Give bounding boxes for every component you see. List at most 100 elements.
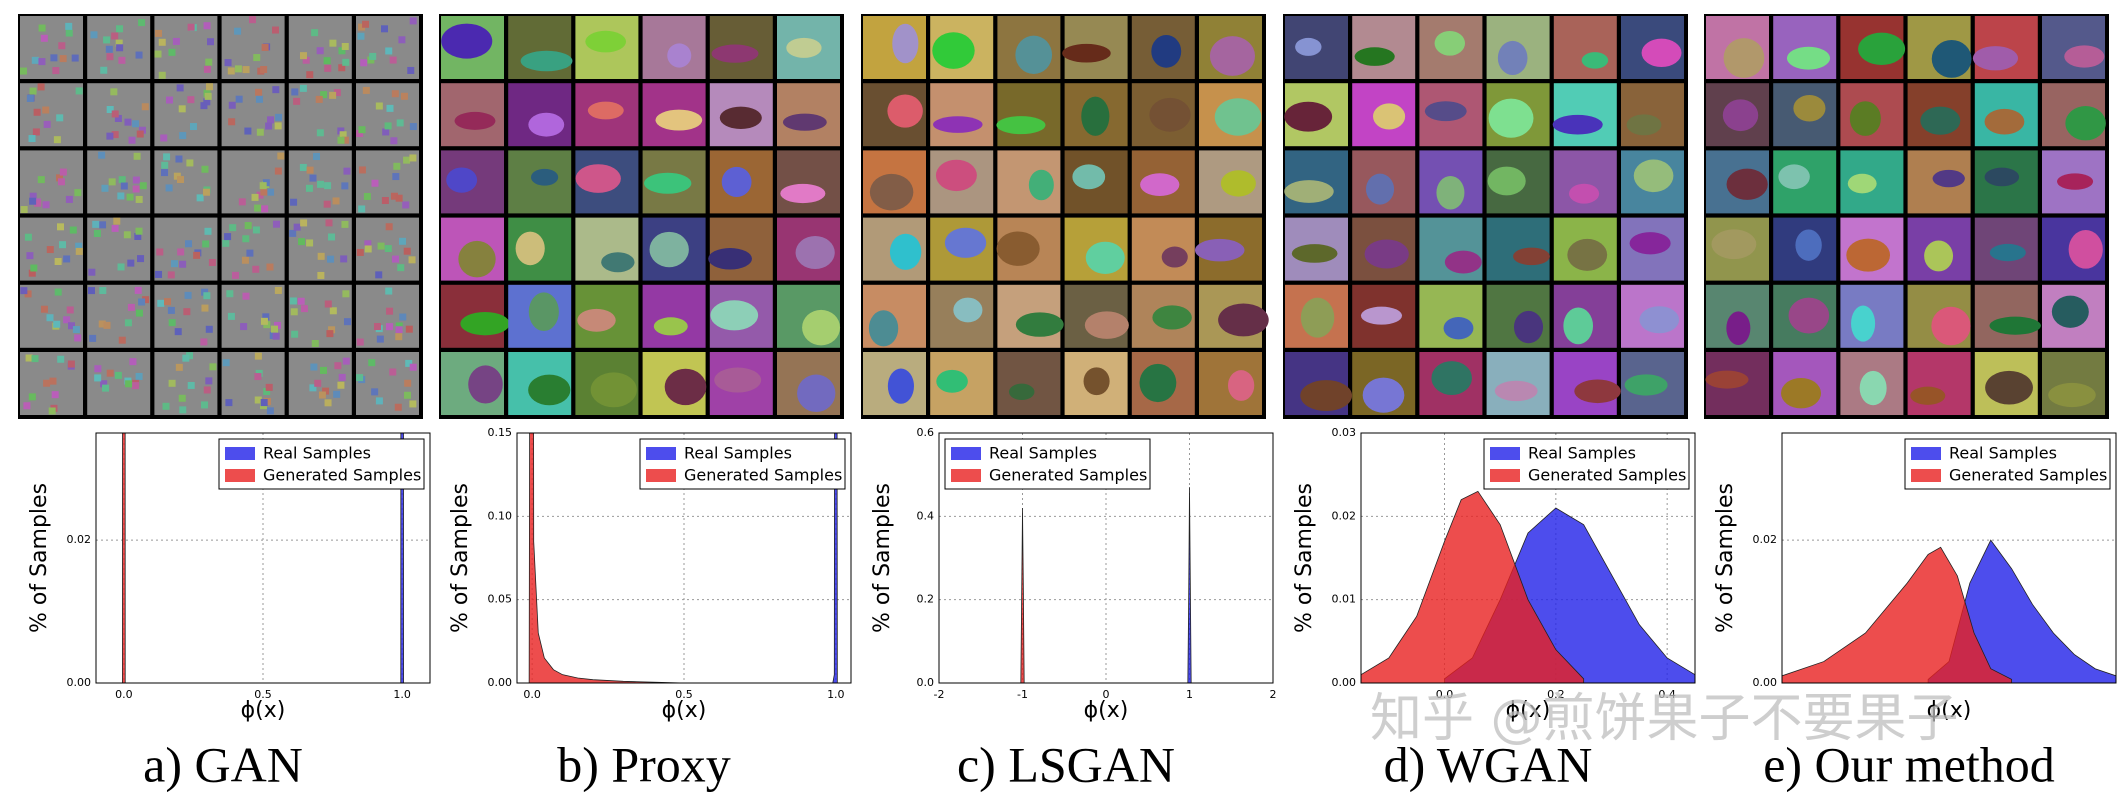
noise [341, 42, 349, 50]
legend-swatch [951, 447, 981, 460]
noise [299, 163, 307, 171]
noise [241, 256, 249, 264]
noise [238, 198, 246, 206]
x-tick-label: 0.0 [523, 688, 541, 701]
sample-blob [1084, 311, 1129, 339]
noise [323, 200, 331, 208]
noise [248, 16, 256, 24]
noise [94, 365, 102, 373]
sample-blob [575, 164, 621, 193]
sample-blob [1151, 35, 1182, 68]
noise [326, 330, 334, 338]
sample-blob [1795, 229, 1822, 261]
noise [177, 248, 185, 256]
sample-blob [1152, 305, 1192, 330]
noise [48, 407, 56, 415]
noise [59, 241, 67, 249]
sample-blob [1072, 164, 1106, 190]
y-tick-label: 0.00 [488, 676, 513, 689]
noise [398, 36, 406, 44]
noise [31, 355, 39, 363]
noise [306, 239, 314, 247]
noise [175, 363, 183, 371]
noise [134, 233, 142, 241]
noise [46, 314, 54, 322]
noise [65, 22, 73, 30]
noise [409, 17, 417, 25]
noise [315, 95, 323, 103]
noise [74, 334, 82, 342]
noise [30, 264, 38, 272]
sample-tile [1907, 352, 1971, 415]
sample-blob [1081, 96, 1110, 136]
noise [125, 380, 133, 388]
sample-blob [1574, 379, 1621, 404]
noise [274, 321, 282, 329]
sample-blob [887, 94, 923, 128]
noise [309, 384, 317, 392]
sample-blob [1722, 99, 1759, 132]
sample-blob [1629, 232, 1671, 255]
grid-background [1283, 14, 1688, 419]
noise [164, 298, 172, 306]
x-tick-label: 0.2 [1547, 688, 1565, 701]
y-tick-label: 0.4 [917, 509, 935, 522]
sample-blob [1793, 94, 1826, 122]
histogram-area [1187, 487, 1192, 683]
noise [222, 239, 230, 247]
histogram-area [400, 433, 404, 683]
sample-blob [797, 374, 836, 413]
y-axis-label: % of Samples [1292, 483, 1317, 633]
noise [57, 355, 65, 363]
noise [400, 92, 408, 100]
noise [229, 224, 237, 232]
sample-tile [1131, 217, 1195, 281]
noise [185, 240, 193, 248]
noise [176, 84, 184, 92]
noise [133, 152, 141, 160]
noise [141, 103, 149, 111]
noise [187, 96, 195, 104]
noise [251, 193, 259, 201]
noise [364, 240, 372, 248]
noise [175, 155, 183, 163]
noise [259, 182, 267, 190]
histogram-area [1782, 546, 2013, 683]
noise [298, 238, 306, 246]
noise [167, 306, 175, 314]
noise [28, 269, 36, 277]
y-axis-label: % of Samples [870, 483, 895, 633]
noise [127, 259, 135, 267]
noise [168, 48, 176, 56]
noise [187, 23, 195, 31]
sample-blob [601, 252, 635, 273]
noise [203, 22, 211, 30]
noise [124, 118, 132, 126]
noise [207, 38, 215, 46]
noise [26, 252, 34, 260]
noise [71, 54, 79, 62]
noise [68, 322, 76, 330]
y-axis-label: % of Samples [27, 483, 52, 633]
sample-tile [997, 83, 1061, 147]
noise [255, 95, 263, 103]
noise [339, 131, 347, 139]
noise [128, 136, 136, 144]
noise [356, 374, 364, 382]
noise [240, 323, 248, 331]
noise [172, 37, 180, 45]
noise [58, 42, 66, 50]
sample-blob [1360, 306, 1403, 325]
noise [228, 101, 236, 109]
sample-blob [1972, 46, 2019, 71]
noise [118, 336, 126, 344]
caption: e) Our method [1763, 736, 2055, 792]
noise [25, 354, 33, 362]
noise [163, 153, 171, 161]
noise [116, 25, 124, 33]
noise [389, 56, 397, 64]
sample-blob [1424, 101, 1467, 122]
watermark: 知乎 @煎饼果子不要果子 [1370, 689, 1959, 749]
sample-blob [1364, 239, 1409, 269]
noise [138, 19, 146, 27]
